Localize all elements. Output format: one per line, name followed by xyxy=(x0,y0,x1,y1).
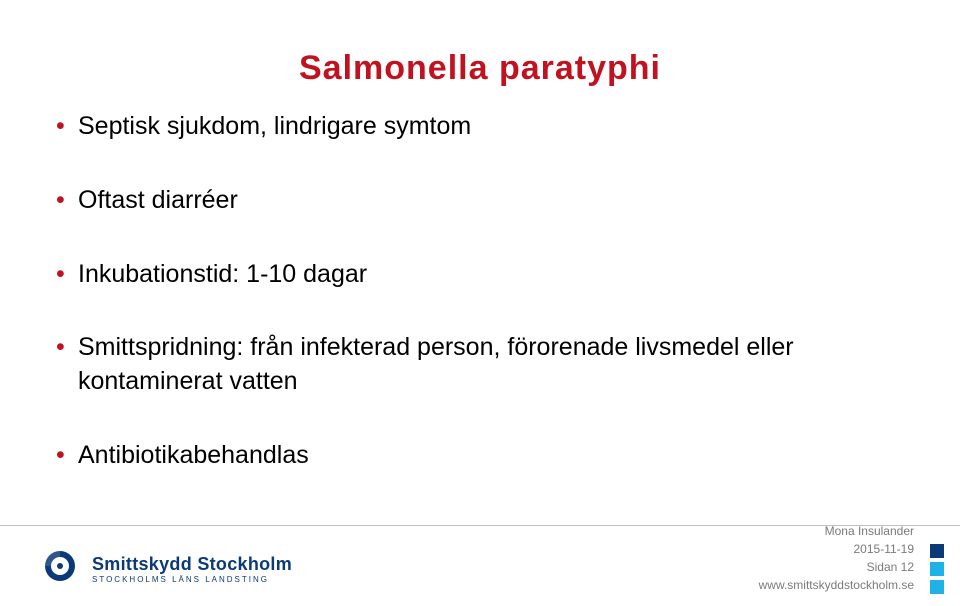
meta-date: 2015-11-19 xyxy=(759,540,914,558)
slide: Salmonella paratyphi Septisk sjukdom, li… xyxy=(0,0,960,606)
bullet-item: Inkubationstid: 1-10 dagar xyxy=(56,258,904,292)
accent-square xyxy=(930,580,944,594)
bullet-item: Septisk sjukdom, lindrigare symtom xyxy=(56,110,904,144)
page-title: Salmonella paratyphi xyxy=(0,49,960,88)
nautilus-icon xyxy=(38,548,82,592)
logo-main-text: Smittskydd Stockholm xyxy=(92,555,292,574)
footer: Smittskydd Stockholm STOCKHOLMS LÄNS LAN… xyxy=(0,526,960,606)
bullet-item: Oftast diarréer xyxy=(56,184,904,218)
bullet-list: Septisk sjukdom, lindrigare symtom Oftast… xyxy=(56,110,904,513)
accent-squares xyxy=(930,544,944,594)
meta-url: www.smittskyddstockholm.se xyxy=(759,576,914,594)
logo-sub-text: STOCKHOLMS LÄNS LANDSTING xyxy=(92,576,292,584)
accent-square xyxy=(930,562,944,576)
bullet-item: Smittspridning: från infekterad person, … xyxy=(56,331,904,399)
meta-page: Sidan 12 xyxy=(759,558,914,576)
accent-square xyxy=(930,544,944,558)
bullet-item: Antibiotikabehandlas xyxy=(56,439,904,473)
meta-author: Mona Insulander xyxy=(759,522,914,540)
footer-meta: Mona Insulander 2015-11-19 Sidan 12 www.… xyxy=(759,522,914,594)
org-logo: Smittskydd Stockholm STOCKHOLMS LÄNS LAN… xyxy=(38,548,292,592)
